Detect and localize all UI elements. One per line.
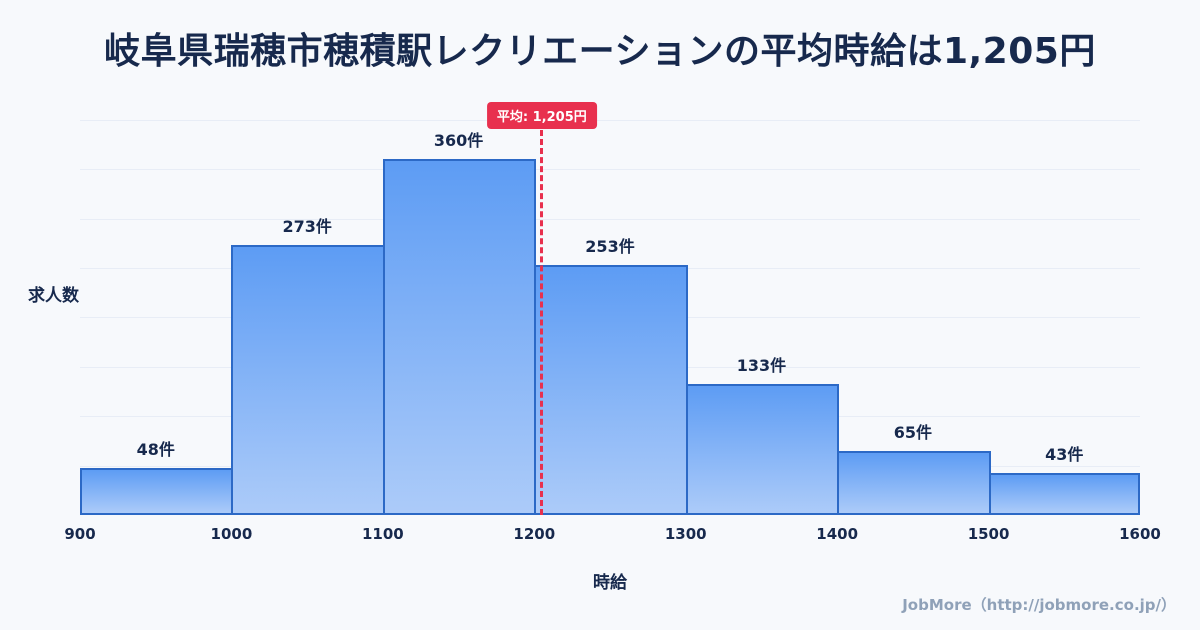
- y-axis-label: 求人数: [28, 286, 79, 306]
- histogram-bar: [382, 159, 537, 515]
- chart-title: 岐阜県瑞穂市穂積駅レクリエーションの平均時給は1,205円: [104, 31, 1096, 72]
- x-tick-label: 900: [64, 525, 96, 543]
- gridline: [80, 169, 1140, 171]
- x-tick-label: 1100: [361, 525, 404, 543]
- gridline: [80, 119, 1140, 121]
- x-tick-label: 1000: [210, 525, 253, 543]
- histogram-bar: [685, 383, 840, 515]
- gridline: [80, 218, 1140, 220]
- x-tick-label: 1200: [513, 525, 556, 543]
- histogram-bar: [80, 467, 234, 515]
- x-axis-label: 時給: [593, 573, 627, 593]
- x-tick-label: 1600: [1119, 525, 1161, 543]
- bar-value-label: 253件: [585, 237, 635, 257]
- bar-value-label: 43件: [1045, 444, 1084, 464]
- bar-value-label: 360件: [433, 131, 484, 151]
- x-tick-label: 1400: [816, 525, 859, 543]
- bar-value-label: 273件: [282, 217, 332, 237]
- bar-value-label: 48件: [136, 439, 175, 459]
- histogram-bar: [837, 450, 991, 515]
- credit-footer: JobMore（http://jobmore.co.jp/）: [902, 596, 1176, 614]
- x-tick-label: 1500: [967, 525, 1010, 543]
- x-tick-label: 1300: [664, 525, 707, 543]
- bar-value-label: 133件: [736, 355, 787, 375]
- average-badge: 平均: 1,205円: [486, 102, 597, 129]
- histogram-bar: [534, 265, 688, 515]
- average-line: [540, 130, 544, 515]
- bar-value-label: 65件: [893, 422, 932, 442]
- histogram-bar: [988, 472, 1140, 515]
- histogram-plot: 48件 273件 360件 253件 133件 65件 43件 900 1000 1100 1200…: [64, 100, 1161, 543]
- histogram-bar: [231, 245, 385, 515]
